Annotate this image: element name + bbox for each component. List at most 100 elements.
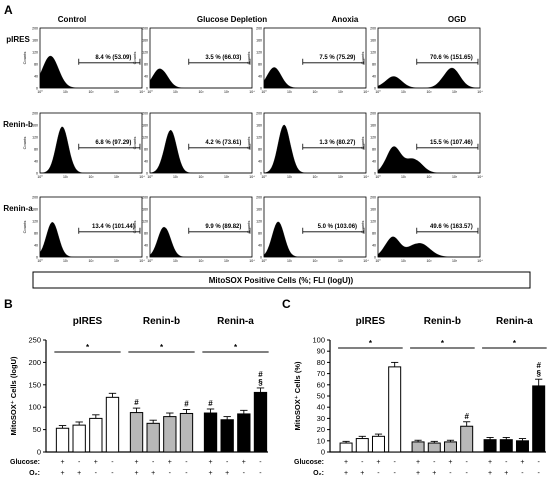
y-tick: 40 [372, 243, 376, 247]
y-tick: 0 [36, 255, 38, 259]
y-tick: 200 [370, 111, 376, 115]
y-tick-label: 30 [317, 414, 325, 423]
x-tick: 10³ [338, 259, 344, 263]
gate-annotation: 3.5 % (66.03) [205, 55, 241, 61]
oxygen-sign: + [151, 470, 155, 477]
x-tick: 10³ [224, 259, 230, 263]
x-tick: 10⁰ [147, 175, 153, 179]
glucose-sign: - [538, 459, 541, 466]
y-tick: 160 [256, 123, 262, 127]
oxygen-sign: - [449, 470, 452, 477]
bar [72, 424, 86, 453]
x-tick: 10³ [114, 90, 120, 94]
y-tick: 160 [256, 207, 262, 211]
y-tick: 160 [32, 207, 38, 211]
y-tick: 80 [34, 147, 38, 151]
significance-star: * [513, 339, 517, 348]
counts-label: Counts [246, 137, 251, 150]
bar [427, 442, 441, 453]
histogram-curve [39, 222, 142, 258]
x-tick: 10⁰ [37, 259, 43, 263]
x-tick: 10³ [452, 90, 458, 94]
y-tick: 160 [142, 123, 148, 127]
y-tick: 120 [256, 50, 262, 54]
glucose-sign: - [259, 459, 262, 466]
y-tick: 120 [32, 219, 38, 223]
gate-marker [188, 58, 251, 65]
significance-mark: # [208, 399, 213, 408]
y-tick-label: 50 [317, 392, 325, 401]
significance-mark: # [258, 370, 263, 379]
x-tick: 10⁴ [139, 90, 145, 94]
y-tick: 80 [372, 231, 376, 235]
glucose-sign: - [78, 459, 81, 466]
counts-label: Counts [246, 52, 251, 65]
gate-annotation: 6.8 % (97.29) [95, 140, 131, 146]
y-tick: 80 [34, 231, 38, 235]
x-tick: 10³ [338, 90, 344, 94]
y-tick: 40 [372, 159, 376, 163]
bar [515, 440, 529, 453]
y-tick: 120 [370, 50, 376, 54]
x-tick: 10⁰ [37, 175, 43, 179]
bar [483, 439, 497, 453]
y-tick: 0 [260, 86, 262, 90]
histogram-0-2: 0 40 80 120 160 200 10⁰ 10¹ 10² 10³ 10⁴ Counts 7.5 %… [246, 26, 369, 94]
x-tick: 10⁴ [477, 259, 483, 263]
gate-marker [78, 143, 141, 150]
glucose-sign: - [433, 459, 436, 466]
oxygen-sign: + [77, 470, 81, 477]
bar [129, 412, 144, 453]
y-tick: 160 [370, 123, 376, 127]
y-tick: 0 [36, 86, 38, 90]
x-tick: 10⁴ [363, 175, 369, 179]
y-tick: 160 [142, 207, 148, 211]
x-tick: 10¹ [401, 259, 407, 263]
bar [220, 419, 234, 453]
x-tick: 10⁴ [477, 90, 483, 94]
glucose-label: Glucose: [294, 459, 324, 466]
y-tick: 0 [146, 255, 148, 259]
y-tick: 80 [258, 147, 262, 151]
y-tick: 80 [144, 147, 148, 151]
oxygen-sign: + [225, 470, 229, 477]
histogram-1-3: 0 40 80 120 160 200 10⁰ 10¹ 10² 10³ 10⁴ Counts 15.5 … [360, 111, 483, 179]
y-tick-label: 250 [28, 336, 41, 345]
bar [203, 412, 218, 453]
y-tick-label: 60 [317, 380, 325, 389]
histogram-2-1: 0 40 80 120 160 200 10⁰ 10¹ 10² 10³ 10⁴ Counts 9.9 %… [132, 195, 255, 263]
y-axis-label: MitoSOX⁺ Cells (logU) [9, 356, 18, 435]
glucose-sign: - [226, 459, 229, 466]
y-tick-label: 100 [312, 336, 325, 345]
x-tick: 10² [426, 90, 432, 94]
x-tick: 10³ [114, 175, 120, 179]
col-title-2: Anoxia [332, 15, 359, 24]
y-tick: 40 [34, 74, 38, 78]
x-tick: 10² [198, 90, 204, 94]
counts-label: Counts [360, 52, 365, 65]
oxygen-sign: + [208, 470, 212, 477]
gate-marker [302, 227, 365, 234]
y-tick: 40 [372, 74, 376, 78]
x-tick: 10¹ [173, 90, 179, 94]
y-tick: 40 [258, 159, 262, 163]
significance-star: * [369, 339, 373, 348]
x-tick: 10² [198, 259, 204, 263]
y-tick: 40 [258, 243, 262, 247]
significance-star: * [441, 339, 445, 348]
bar [443, 441, 457, 453]
oxygen-sign: + [60, 470, 64, 477]
histogram-curve [149, 129, 252, 174]
x-tick: 10³ [452, 175, 458, 179]
y-tick: 120 [142, 50, 148, 54]
gate-annotation: 7.5 % (75.29) [319, 55, 355, 61]
y-tick: 200 [256, 111, 262, 115]
oxygen-sign: + [488, 470, 492, 477]
x-tick: 10² [88, 90, 94, 94]
x-tick: 10⁰ [147, 259, 153, 263]
histogram-curve [149, 68, 252, 89]
y-tick: 80 [34, 62, 38, 66]
histogram-curve [377, 67, 481, 89]
